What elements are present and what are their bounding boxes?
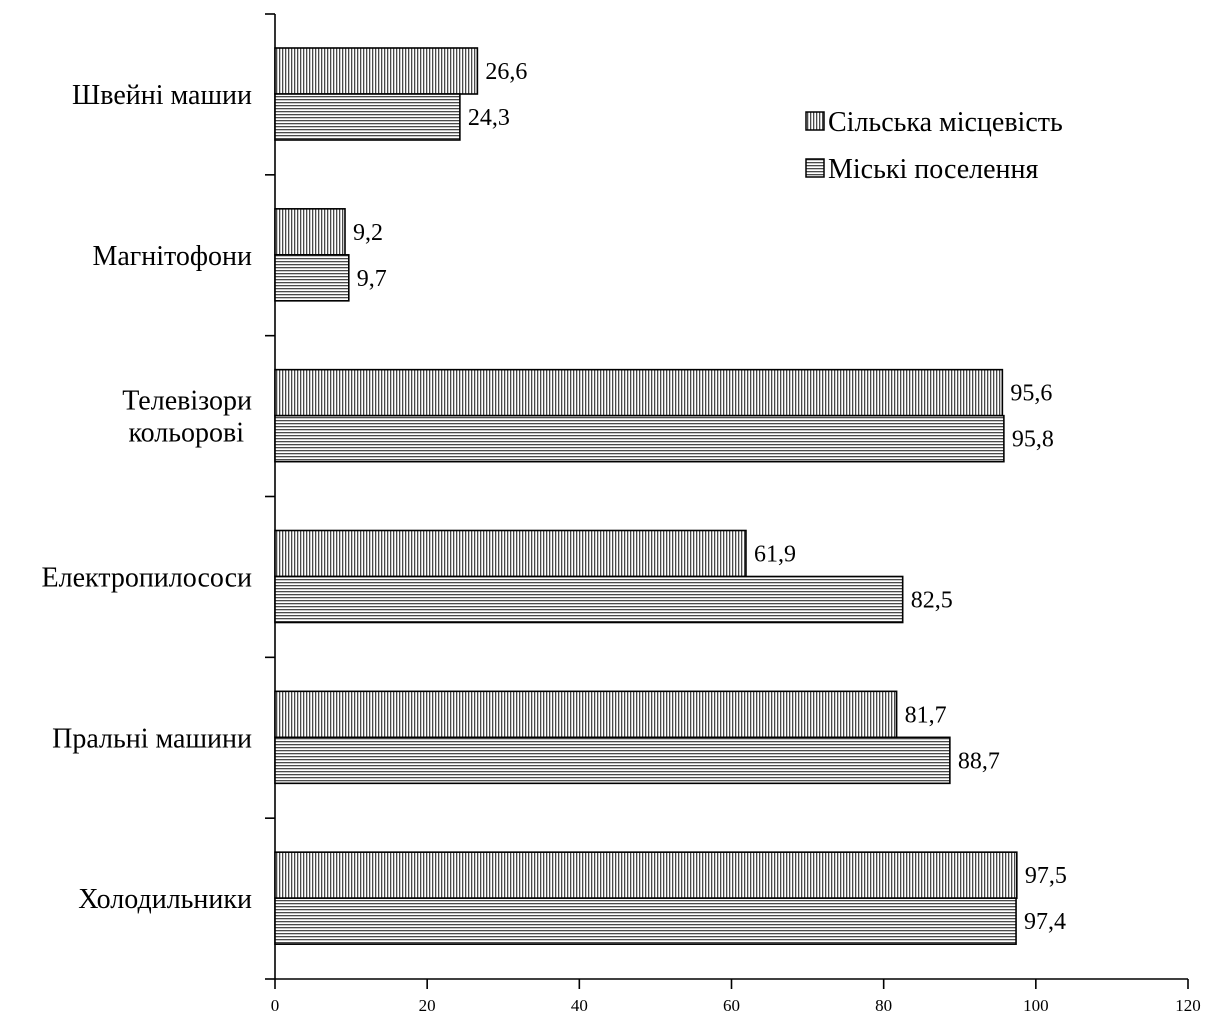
data-label-rural: 95,6: [1010, 381, 1052, 407]
data-label-rural: 61,9: [754, 542, 796, 568]
bar-urban: [274, 414, 1005, 463]
bars: 26,6 24,3 9,2 9,7 95,6 95,8 61,9 82,5 81,7 88,7 97…: [274, 47, 1067, 945]
bar-urban: [274, 736, 951, 785]
x-tick-label: 120: [1175, 996, 1201, 1015]
category-label: Швейні машии: [72, 80, 252, 111]
data-label-rural: 97,5: [1025, 863, 1067, 889]
bar-urban: [274, 575, 904, 624]
category-label: Холодильники: [78, 884, 252, 915]
bar-rural: [274, 690, 898, 739]
bar-rural: [274, 208, 346, 256]
x-tick-label: 80: [875, 996, 892, 1015]
bar-rural: [274, 368, 1004, 417]
category-label: Телевізори: [122, 386, 252, 417]
legend-label-urban: Міські поселення: [828, 154, 1039, 185]
x-tick-label: 60: [723, 996, 740, 1015]
x-tick-label: 20: [419, 996, 436, 1015]
data-label-rural: 9,2: [353, 220, 383, 246]
data-label-rural: 26,6: [485, 59, 527, 85]
legend: Сільська місцевість Міські поселення: [805, 107, 1063, 185]
legend-label-rural: Сільська місцевість: [828, 107, 1063, 138]
x-tick-label: 100: [1023, 996, 1049, 1015]
category-label: Електропилососи: [42, 563, 253, 594]
bar-urban: [274, 897, 1017, 945]
bar-urban: [274, 93, 461, 141]
data-label-urban: 97,4: [1024, 909, 1066, 935]
data-label-rural: 81,7: [905, 702, 947, 728]
data-label-urban: 24,3: [468, 105, 510, 131]
legend-swatch-rural: [805, 111, 825, 131]
bar-rural: [274, 851, 1018, 899]
category-label: Пральні машини: [52, 723, 252, 754]
x-tick-label: 0: [271, 996, 280, 1015]
data-label-urban: 82,5: [911, 588, 953, 614]
data-label-urban: 95,8: [1012, 427, 1054, 453]
legend-swatch-urban: [805, 158, 825, 178]
category-label: кольорові: [128, 418, 244, 449]
bar-rural: [274, 529, 747, 578]
x-tick-label: 40: [571, 996, 588, 1015]
bar-urban: [274, 254, 350, 302]
axes: 0 20 40 60 80 100 120: [265, 13, 1201, 1015]
bar-rural: [274, 47, 479, 95]
category-label: Магнітофони: [92, 241, 252, 272]
data-label-urban: 88,7: [958, 748, 1000, 774]
category-labels: Швейні машии Магнітофони Телевізорикольоро…: [42, 80, 253, 915]
data-label-urban: 9,7: [357, 266, 387, 292]
